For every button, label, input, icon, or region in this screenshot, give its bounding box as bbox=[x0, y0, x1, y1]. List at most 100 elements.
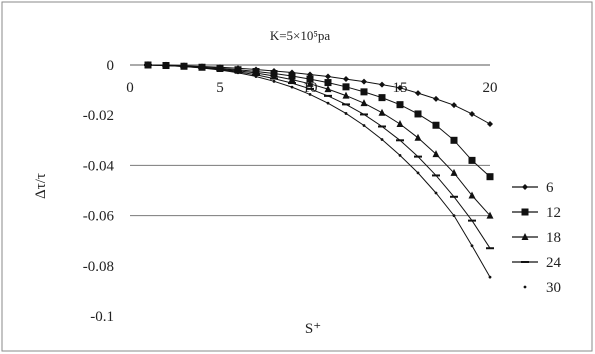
data-point bbox=[416, 171, 420, 175]
data-point bbox=[200, 66, 204, 70]
data-point bbox=[378, 108, 386, 116]
data-point bbox=[360, 88, 368, 96]
x-tick-label: 5 bbox=[216, 80, 224, 96]
data-point bbox=[182, 65, 186, 68]
data-point bbox=[342, 103, 350, 106]
data-point bbox=[308, 92, 312, 96]
data-point bbox=[343, 76, 349, 83]
data-point bbox=[272, 79, 276, 83]
y-axis-label: Δτ/τ bbox=[33, 173, 49, 199]
data-point bbox=[342, 91, 350, 99]
gridlines bbox=[130, 164, 490, 217]
data-point bbox=[488, 275, 492, 279]
data-point bbox=[342, 83, 350, 91]
data-point bbox=[324, 79, 332, 87]
data-point bbox=[451, 102, 457, 109]
x-tick-label: 20 bbox=[483, 80, 498, 96]
data-point bbox=[326, 101, 330, 105]
data-point bbox=[252, 73, 260, 76]
data-point bbox=[378, 125, 386, 128]
data-point bbox=[396, 119, 404, 127]
legend: 6 12 18 24 30 bbox=[512, 180, 562, 296]
legend-entry-12: 12 bbox=[512, 205, 561, 221]
series-line bbox=[147, 64, 491, 278]
data-point bbox=[398, 153, 402, 157]
y-tick-label: -0.1 bbox=[90, 309, 114, 325]
y-tick-label: -0.02 bbox=[83, 108, 114, 124]
data-point bbox=[486, 173, 494, 181]
data-point bbox=[378, 94, 386, 102]
data-point bbox=[380, 138, 384, 141]
x-tick-label: 0 bbox=[126, 80, 134, 96]
data-point bbox=[432, 150, 440, 158]
legend-label: 30 bbox=[546, 280, 561, 296]
data-point bbox=[415, 90, 421, 97]
data-point bbox=[468, 191, 476, 199]
data-point bbox=[468, 219, 476, 222]
data-point bbox=[270, 72, 278, 80]
data-point bbox=[344, 112, 348, 115]
y-tick-label: -0.04 bbox=[83, 158, 115, 174]
legend-marker bbox=[521, 208, 529, 216]
legend-marker bbox=[522, 184, 528, 190]
data-point bbox=[288, 75, 296, 83]
data-point bbox=[450, 168, 458, 176]
legend-label: 18 bbox=[546, 230, 561, 246]
legend-marker bbox=[521, 233, 529, 240]
data-point bbox=[379, 81, 385, 88]
data-point bbox=[414, 155, 422, 158]
y-tick-label: -0.08 bbox=[83, 259, 114, 275]
y-tick-label: 0 bbox=[107, 58, 115, 74]
data-point bbox=[361, 78, 367, 85]
data-point bbox=[146, 63, 150, 67]
data-point bbox=[218, 68, 222, 72]
data-point bbox=[325, 73, 331, 80]
legend-label: 12 bbox=[546, 205, 561, 221]
data-point bbox=[396, 139, 404, 142]
legend-entry-6: 6 bbox=[512, 180, 554, 196]
legend-label: 6 bbox=[546, 180, 554, 196]
data-point bbox=[164, 64, 168, 67]
data-point bbox=[362, 124, 366, 127]
data-point bbox=[270, 77, 278, 80]
data-point bbox=[432, 121, 440, 129]
data-point bbox=[236, 71, 240, 75]
data-point bbox=[254, 75, 258, 78]
data-point bbox=[290, 85, 294, 89]
data-point bbox=[468, 156, 476, 164]
y-tick-label: -0.06 bbox=[83, 209, 115, 225]
legend-entry-18: 18 bbox=[512, 230, 561, 246]
data-point bbox=[487, 120, 493, 127]
data-point bbox=[360, 99, 368, 107]
x-axis-label: S⁺ bbox=[305, 321, 321, 337]
data-point bbox=[324, 85, 332, 93]
legend-marker bbox=[523, 285, 527, 289]
chart-title: K=5×10⁵pa bbox=[270, 28, 331, 43]
data-point bbox=[433, 95, 439, 102]
data-point bbox=[324, 94, 332, 97]
data-point bbox=[486, 247, 494, 250]
data-point bbox=[397, 84, 403, 91]
data-point bbox=[360, 113, 368, 116]
series-30 bbox=[146, 63, 492, 279]
data-point bbox=[450, 195, 458, 198]
legend-entry-30: 30 bbox=[523, 280, 561, 296]
legend-entry-24: 24 bbox=[512, 255, 562, 271]
data-point bbox=[396, 101, 404, 109]
data-point bbox=[306, 79, 314, 87]
data-point bbox=[486, 211, 494, 219]
data-point bbox=[306, 87, 314, 90]
data-point bbox=[434, 191, 438, 195]
data-point bbox=[414, 133, 422, 141]
data-point bbox=[452, 214, 456, 218]
data-point bbox=[288, 82, 296, 85]
data-point bbox=[470, 244, 474, 248]
data-point bbox=[306, 75, 314, 83]
data-point bbox=[414, 110, 422, 118]
legend-label: 24 bbox=[546, 255, 562, 271]
data-point bbox=[450, 136, 458, 144]
series-layer bbox=[144, 61, 494, 279]
